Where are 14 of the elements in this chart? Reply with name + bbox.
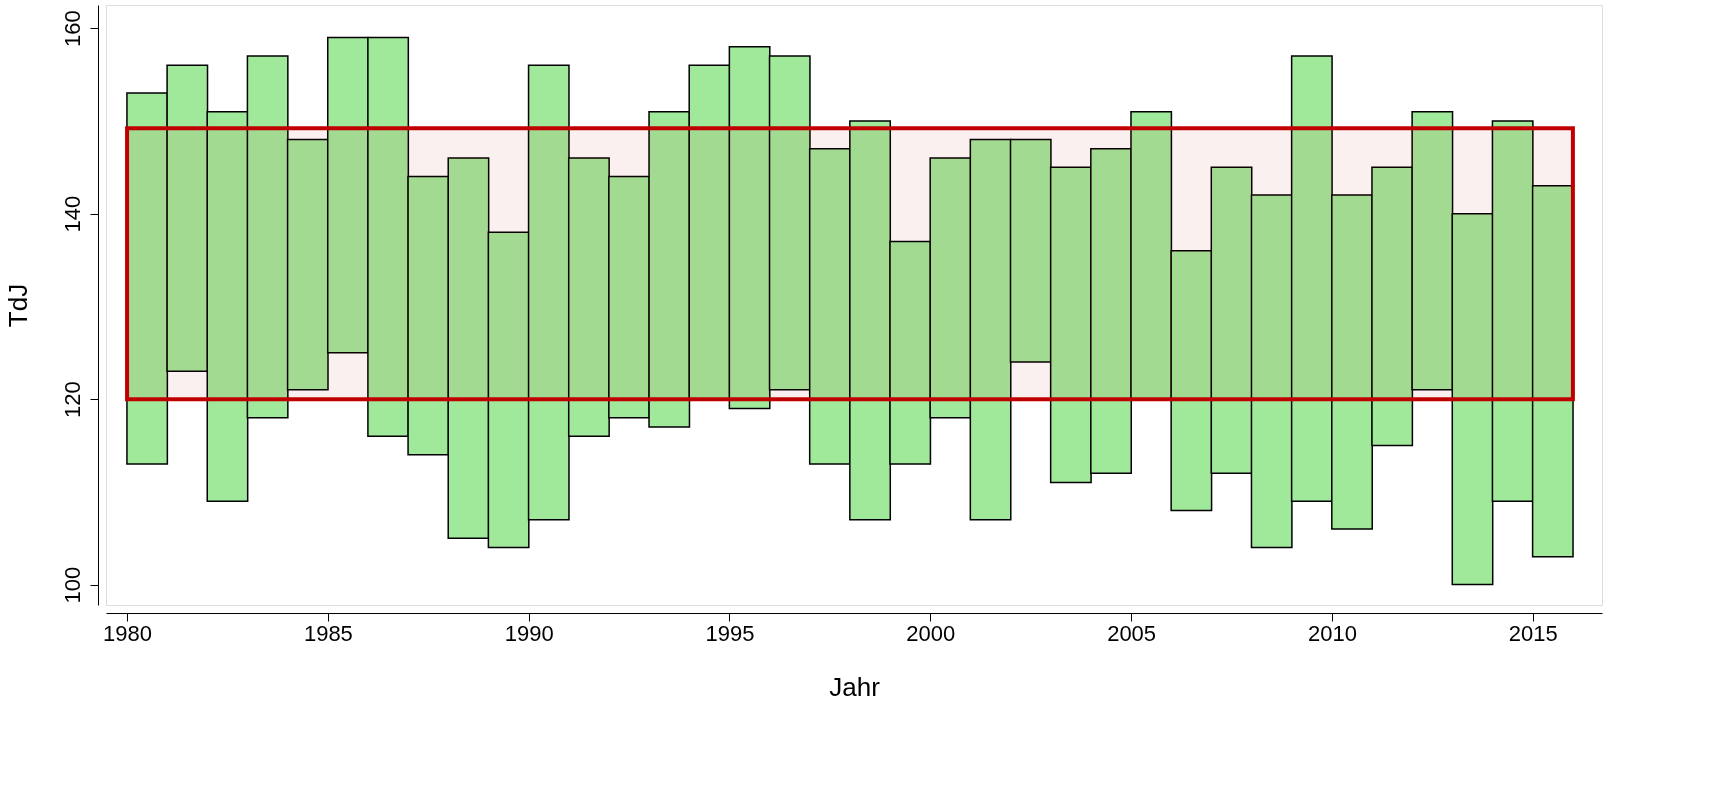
x-axis-title: Jahr [829,671,881,702]
x-tick-label: 1990 [504,620,554,646]
x-tick-label: 1995 [705,620,755,646]
x-tick-label: 2015 [1508,620,1558,646]
y-tick-label: 140 [59,195,85,233]
y-tick-label: 160 [59,10,85,48]
x-tick-label: 2005 [1107,620,1157,646]
y-tick-label: 120 [59,381,85,418]
y-tick-label: 100 [59,566,85,604]
x-tick-label: 2010 [1307,620,1357,646]
y-axis-title: TdJ [2,283,33,328]
x-tick-label: 1980 [103,620,153,646]
x-tick-label: 1985 [303,620,353,646]
x-tick-label: 2000 [906,620,956,646]
